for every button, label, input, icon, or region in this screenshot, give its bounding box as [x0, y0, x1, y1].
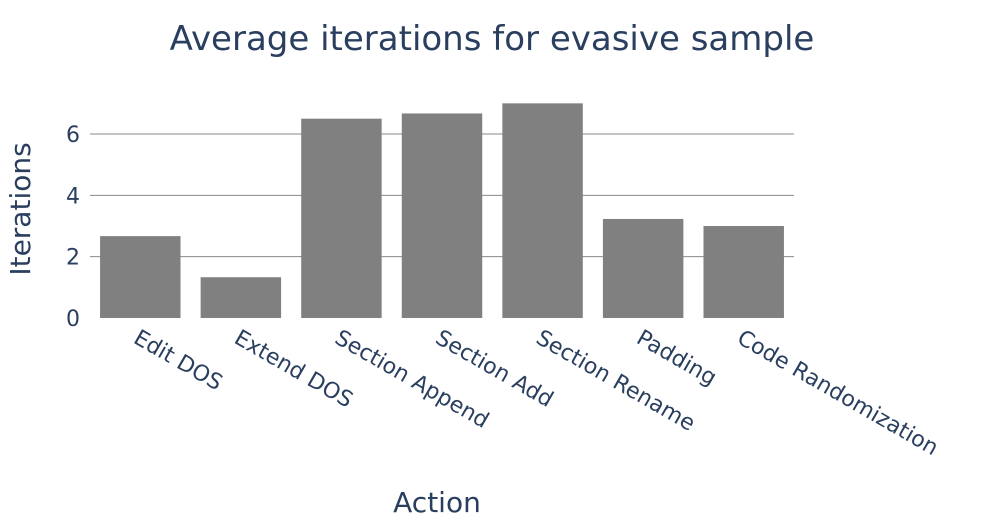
bar	[602, 218, 684, 318]
y-tick-label: 6	[66, 123, 80, 148]
bars	[100, 103, 784, 319]
y-tick-label: 4	[66, 184, 80, 209]
x-tick-label: Padding	[632, 326, 720, 392]
y-axis-ticks: 0 2 4 6	[66, 123, 80, 332]
chart-title: Average iterations for evasive sample	[170, 19, 815, 59]
bar	[200, 277, 282, 318]
x-tick-label: Code Randomization	[733, 326, 943, 461]
x-tick-label: Edit DOS	[129, 326, 226, 397]
bar	[502, 103, 583, 318]
bar	[301, 118, 382, 318]
bar	[100, 236, 181, 318]
bar	[401, 113, 483, 319]
x-axis-title: Action	[393, 486, 481, 519]
bar	[703, 226, 784, 318]
y-tick-label: 0	[66, 307, 80, 332]
y-tick-label: 2	[66, 246, 80, 271]
y-axis-title: Iterations	[4, 142, 37, 275]
